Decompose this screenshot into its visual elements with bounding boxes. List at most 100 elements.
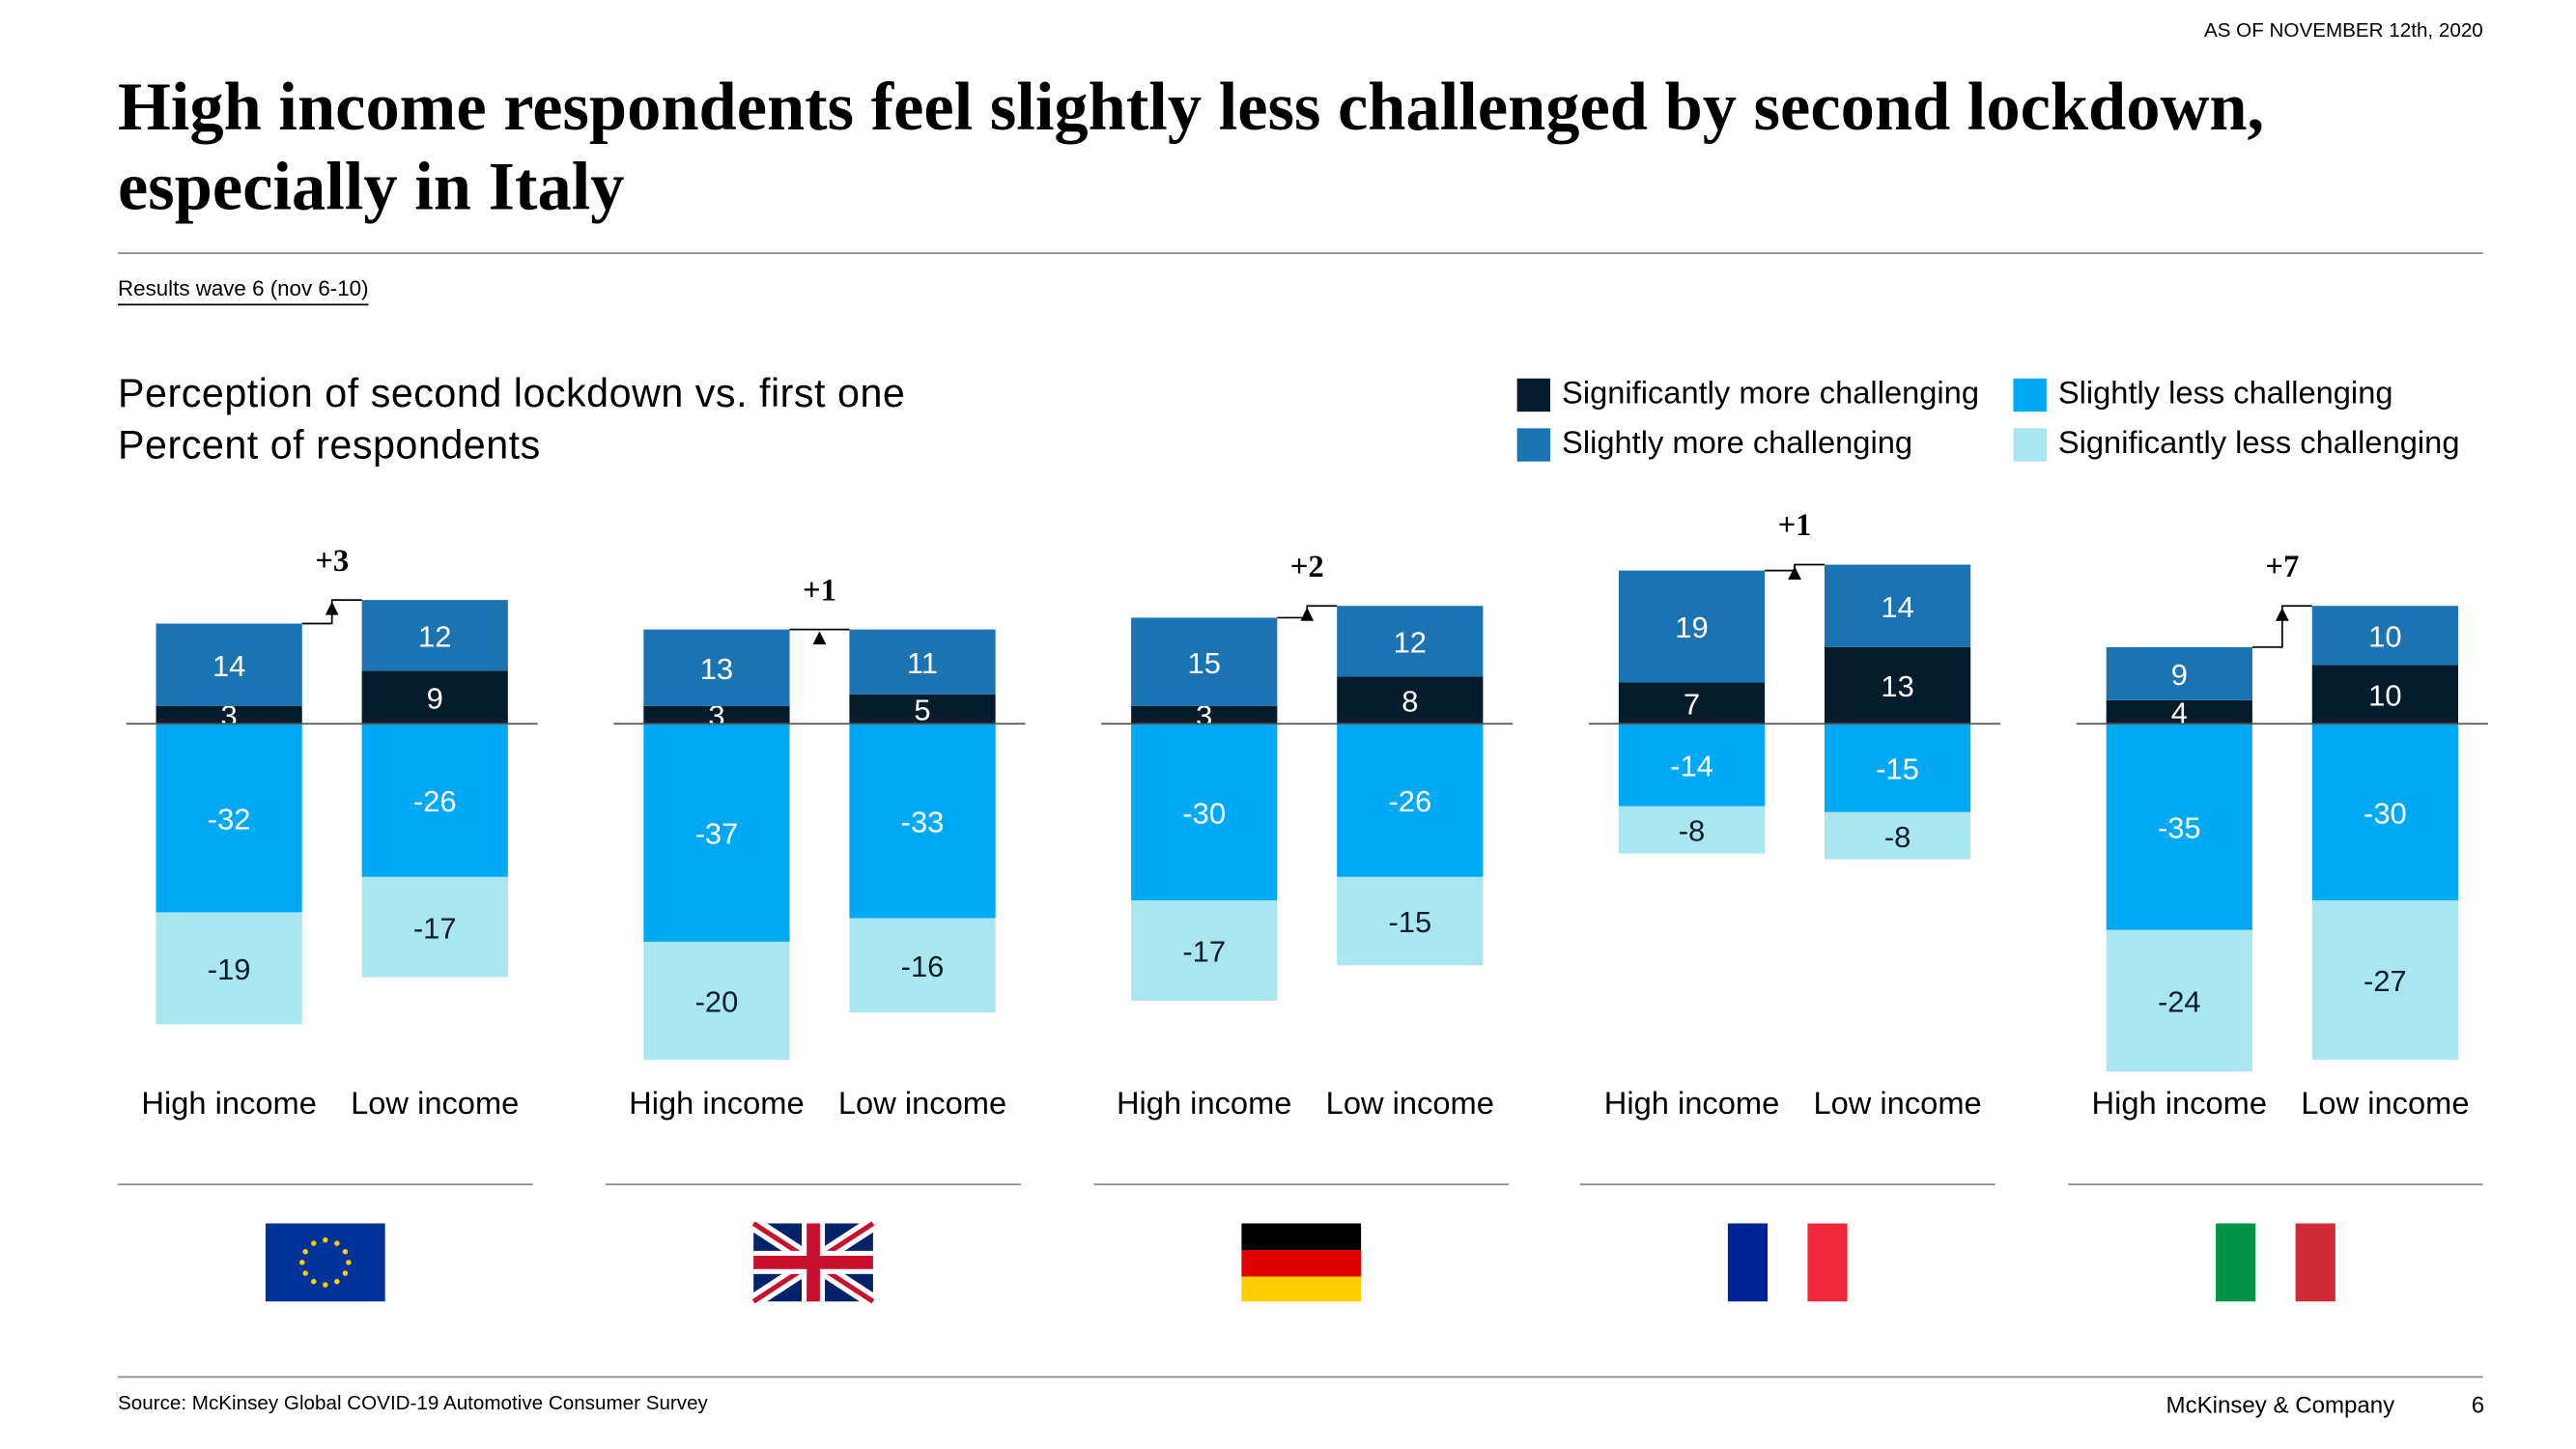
bar-segment [2106, 699, 2252, 724]
legend-label: Slightly more challenging [1562, 426, 1913, 462]
category-label: Low income [837, 1087, 1007, 1122]
bar-segment [2311, 606, 2458, 666]
difference-label: +2 [1290, 550, 1324, 584]
chart-subheading: Percent of respondents [118, 423, 541, 469]
value-label: 13 [1881, 669, 1913, 703]
value-label: 19 [1675, 611, 1708, 644]
bar-segment [2106, 929, 2252, 1072]
category-label: High income [2091, 1087, 2268, 1122]
difference-marker [789, 628, 850, 645]
date-stamp: AS OF NOVEMBER 12th, 2020 [2203, 17, 2483, 42]
panel-divider [1092, 1183, 1509, 1185]
panel-divider [2068, 1183, 2483, 1185]
difference-connector [2251, 605, 2312, 648]
page-number: 6 [2471, 1391, 2485, 1418]
bar-segment [1131, 705, 1278, 724]
bar-segment [643, 705, 790, 724]
value-label: 14 [212, 649, 245, 683]
category-label: High income [1603, 1087, 1780, 1122]
bar-segment [2106, 646, 2252, 700]
source-note: Source: McKinsey Global COVID-19 Automot… [118, 1391, 708, 1415]
bar-segment [1618, 570, 1766, 683]
value-label: -32 [208, 802, 251, 836]
value-label: -19 [208, 952, 251, 986]
bar-segment [1824, 724, 1971, 812]
difference-marker [1277, 605, 1338, 621]
difference-arrow [325, 601, 339, 615]
value-label: -8 [1679, 814, 1706, 848]
difference-arrow [1788, 566, 1801, 580]
chart-heading: Perception of second lockdown vs. first … [118, 371, 906, 417]
value-label: 4 [2171, 696, 2188, 730]
difference-label: +7 [2265, 550, 2299, 584]
category-label: Low income [1813, 1087, 1982, 1122]
value-label: -17 [1182, 935, 1226, 969]
bar-segment [1824, 646, 1971, 724]
value-label: -20 [695, 985, 739, 1019]
bar-segment [849, 629, 996, 695]
bar-segment [361, 876, 508, 978]
bar-segment [1337, 606, 1484, 677]
bar-segment [2311, 724, 2458, 901]
category-label: Low income [2301, 1087, 2470, 1122]
panel-divider [118, 1183, 533, 1185]
bar-segment [643, 941, 790, 1060]
bar-segment [1131, 724, 1278, 901]
value-label: 10 [2368, 678, 2401, 712]
bar-segment [361, 600, 508, 671]
difference-marker [301, 599, 362, 625]
category-label: Low income [351, 1087, 520, 1122]
slide-title: High income respondents feel slightly le… [118, 68, 2265, 224]
difference-label: +1 [803, 573, 836, 608]
divider [118, 252, 2483, 254]
difference-marker [2251, 605, 2312, 648]
flag-germany [1241, 1223, 1362, 1302]
value-label: 5 [914, 694, 930, 727]
bar-segment [1824, 811, 1971, 860]
bar-segment [1337, 724, 1484, 877]
bar-segment [156, 623, 302, 706]
panel-divider [605, 1183, 1021, 1185]
value-label: -26 [413, 784, 457, 818]
bar-segment [156, 724, 302, 913]
bar-segment [1337, 876, 1484, 966]
value-label: -17 [413, 911, 457, 945]
bar-segment [1824, 564, 1971, 647]
bar-segment [1618, 724, 1766, 807]
legend-swatch [2013, 378, 2047, 412]
company: McKinsey & Company [2166, 1391, 2395, 1418]
legend-swatch [1516, 428, 1551, 462]
wave-tag: Results wave 6 (nov 6-10) [118, 275, 369, 306]
bar-segment [361, 670, 508, 724]
value-label: 12 [1394, 625, 1427, 659]
value-label: -14 [1670, 750, 1713, 783]
bar-segment [1337, 676, 1484, 724]
value-label: -27 [2364, 964, 2407, 998]
value-label: 11 [907, 646, 938, 680]
value-label: -37 [695, 817, 739, 851]
value-label: 12 [418, 619, 451, 653]
value-label: -30 [2364, 796, 2407, 830]
bar-segment [643, 724, 790, 942]
flag-italy [2216, 1223, 2335, 1302]
value-label: -16 [901, 950, 945, 983]
difference-arrow [1300, 607, 1315, 621]
panel-divider [1580, 1183, 1996, 1185]
flags [265, 1217, 2335, 1308]
bar-segment [361, 724, 508, 877]
value-label: -30 [1182, 796, 1226, 830]
value-label: 9 [427, 681, 443, 715]
value-label: 15 [1188, 646, 1221, 680]
value-label: 8 [1401, 684, 1418, 718]
bar-segment [2311, 900, 2458, 1060]
value-label: -15 [1388, 905, 1431, 939]
value-label: 13 [700, 652, 733, 686]
bar-segment [156, 705, 302, 724]
flag-eu [265, 1223, 385, 1302]
category-label: High income [629, 1087, 805, 1122]
bar-segment [1131, 900, 1278, 1001]
bar-segment [2106, 724, 2252, 930]
bar-segment [1618, 806, 1766, 854]
category-label: High income [141, 1087, 317, 1122]
